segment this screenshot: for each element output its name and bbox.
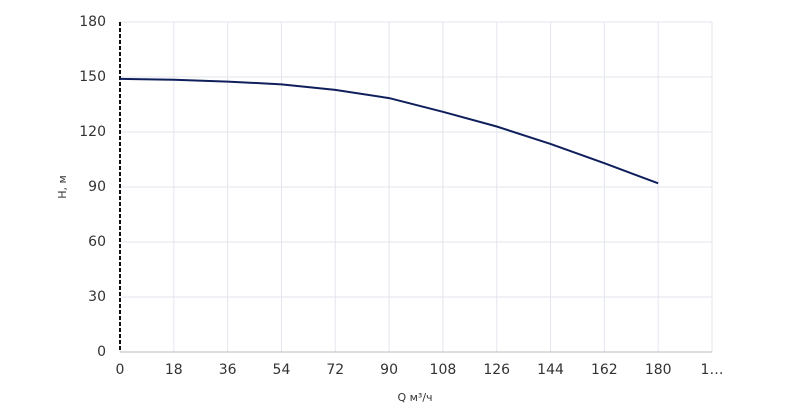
x-tick-label: 0 [116,362,125,378]
y-tick-label: 30 [88,289,106,305]
x-tick-label: 72 [326,362,344,378]
y-tick-label: 0 [97,344,106,360]
x-tick-label: 18 [165,362,183,378]
x-tick-label: 144 [537,362,564,378]
x-tick-label: 1… [701,362,724,378]
y-tick-label: 90 [88,179,106,195]
x-axis-title: Q м³/ч [397,391,432,404]
x-tick-label: 126 [483,362,510,378]
x-tick-label: 162 [591,362,618,378]
y-tick-label: 120 [79,124,106,140]
x-tick-label: 108 [430,362,457,378]
x-tick-label: 54 [273,362,291,378]
y-tick-label: 150 [79,69,106,85]
y-tick-label: 60 [88,234,106,250]
x-tick-label: 36 [219,362,237,378]
line-series [119,77,659,185]
y-axis-title: H, м [56,175,69,199]
x-tick-label: 180 [645,362,672,378]
y-tick-label: 180 [79,14,106,30]
x-tick-label: 90 [380,362,398,378]
